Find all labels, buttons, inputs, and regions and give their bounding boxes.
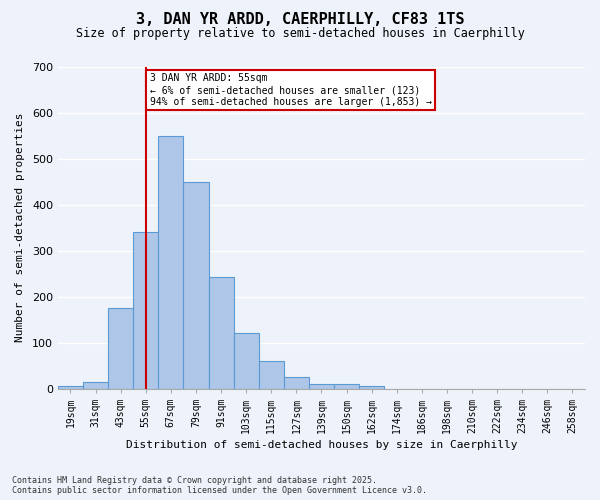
Y-axis label: Number of semi-detached properties: Number of semi-detached properties <box>15 113 25 342</box>
Text: 3 DAN YR ARDD: 55sqm
← 6% of semi-detached houses are smaller (123)
94% of semi-: 3 DAN YR ARDD: 55sqm ← 6% of semi-detach… <box>149 74 431 106</box>
Bar <box>83 382 108 389</box>
Text: Contains HM Land Registry data © Crown copyright and database right 2025.
Contai: Contains HM Land Registry data © Crown c… <box>12 476 427 495</box>
Bar <box>58 386 83 389</box>
Bar <box>309 384 334 389</box>
Text: 3, DAN YR ARDD, CAERPHILLY, CF83 1TS: 3, DAN YR ARDD, CAERPHILLY, CF83 1TS <box>136 12 464 28</box>
Bar <box>233 333 259 389</box>
Bar <box>209 278 233 389</box>
Bar <box>158 136 184 389</box>
Bar <box>133 232 158 389</box>
Bar <box>334 384 359 389</box>
Bar <box>108 308 133 389</box>
Bar <box>359 386 384 389</box>
Bar <box>284 378 309 389</box>
Bar <box>259 361 284 389</box>
Bar <box>184 182 209 389</box>
Text: Size of property relative to semi-detached houses in Caerphilly: Size of property relative to semi-detach… <box>76 28 524 40</box>
X-axis label: Distribution of semi-detached houses by size in Caerphilly: Distribution of semi-detached houses by … <box>126 440 517 450</box>
